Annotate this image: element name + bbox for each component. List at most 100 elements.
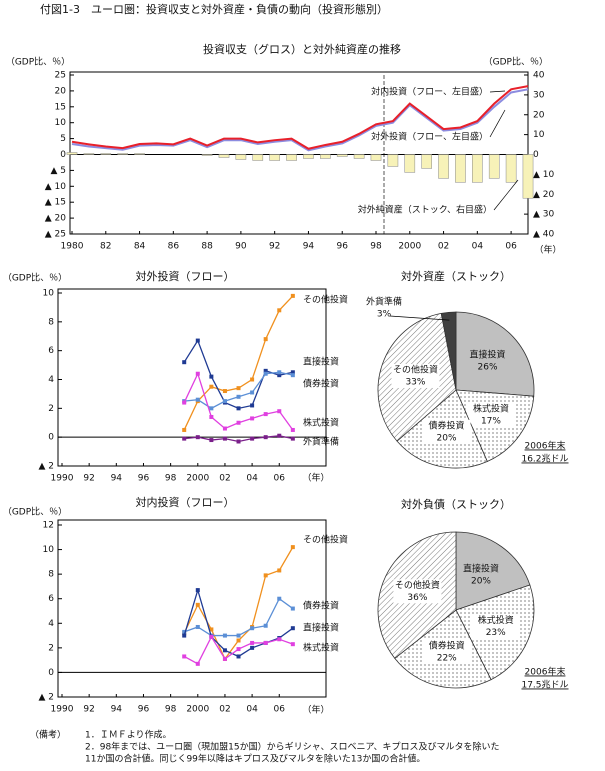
bar: [303, 154, 314, 159]
slice-value: 22%: [437, 653, 457, 663]
y-tick-label: ▲ 25: [45, 230, 66, 240]
point: [236, 394, 241, 399]
x-tick-label: 94: [111, 474, 123, 484]
x-tick-label: 2000: [186, 474, 209, 484]
annotation: 17.5兆ドル: [521, 680, 568, 691]
bar: [353, 154, 365, 159]
x-tick-label: 92: [269, 242, 280, 252]
point: [182, 427, 187, 432]
x-tick-label: 96: [138, 474, 150, 484]
bar: [404, 154, 416, 173]
series-label: 外貨準備: [303, 436, 339, 448]
y-tick-label: 20: [55, 86, 67, 96]
x-tick-label: 06: [274, 474, 286, 484]
slice-value: 20%: [471, 577, 491, 587]
bar: [235, 154, 247, 160]
note: 2．98年までは、ユーロ圏（現加盟15か国）からギリシャ、スロベニア、キプロス及…: [85, 741, 500, 753]
point: [182, 629, 187, 634]
x-tick-label: 96: [138, 705, 150, 715]
point: [209, 374, 214, 379]
point: [182, 633, 187, 638]
y2-tick-label: 30: [533, 90, 545, 100]
point: [290, 427, 295, 432]
x-tick-label: 92: [83, 474, 94, 484]
x-tick-label: 2000: [398, 242, 421, 252]
page-title: 付図1-3 ユーロ圏：投資収支と対外資産・負債の動向（投資形態別）: [40, 2, 388, 16]
point: [209, 384, 214, 389]
y-tick-label: ▲ 2: [38, 462, 54, 472]
point: [290, 545, 295, 550]
x-tick-label: 82: [100, 242, 111, 252]
label-bg: [471, 614, 520, 639]
x-tick-label: 98: [165, 705, 177, 715]
chart-title: 対外投資（フロー）: [136, 269, 235, 283]
series-label: 直接投資: [303, 356, 339, 368]
point: [182, 360, 187, 365]
point: [290, 626, 295, 631]
y-tick-label: 10: [55, 118, 67, 128]
series-label: その他投資: [303, 294, 348, 306]
slice-value: 33%: [405, 377, 425, 387]
x-tick-label: 90: [235, 242, 247, 252]
x-tick-label: 94: [111, 705, 123, 715]
point: [222, 389, 227, 394]
y-tick-label: ▲ 15: [45, 198, 66, 208]
slice-label: 債券投資: [429, 419, 465, 431]
x-tick-label: 84: [134, 242, 146, 252]
y2-tick-label: ▲ 40: [533, 230, 555, 240]
slice-label: 直接投資: [470, 348, 506, 360]
bar: [286, 154, 297, 161]
y-tick-label: ▲ 5: [50, 166, 66, 176]
bar: [320, 154, 331, 159]
series-line: [183, 587, 294, 658]
x-tick-label: 02: [438, 242, 449, 252]
y-axis-label: （GDP比、％）: [3, 272, 67, 284]
bar: [269, 154, 280, 161]
slice-label: その他投資: [395, 579, 440, 591]
slice-label: 株式投資: [478, 614, 514, 626]
point: [263, 368, 268, 373]
point: [290, 606, 295, 611]
x-tick-label: 04: [472, 242, 484, 252]
point: [182, 654, 187, 659]
label-bg: [422, 639, 471, 664]
y-tick-label: 4: [48, 619, 54, 629]
note: 1．ＩＭＦより作成。: [85, 729, 172, 741]
series-label: 対内投資（フロー、左目盛）: [371, 86, 488, 98]
y2-tick-label: 40: [533, 71, 545, 81]
point: [277, 637, 282, 642]
annotation: 16.2兆ドル: [521, 454, 568, 465]
slice-value: 3%: [377, 310, 392, 320]
bar: [387, 154, 399, 167]
point: [250, 403, 255, 408]
x-tick-label: 98: [165, 474, 177, 484]
y-tick-label: 0: [48, 668, 54, 678]
plot-frame: [57, 288, 327, 467]
point: [290, 642, 295, 647]
y-tick-label: 6: [48, 594, 54, 604]
series-label: 対外純資産（ストック、右目盛）: [358, 204, 492, 216]
y2-axis-label: （GDP比、％）: [484, 56, 548, 68]
slice-label: 外貨準備: [366, 296, 402, 308]
point: [182, 400, 187, 405]
x-tick-label: 2000: [186, 705, 209, 715]
point: [277, 373, 282, 378]
y-tick-label: ▲ 10: [45, 182, 67, 192]
label-bg: [422, 419, 471, 444]
point: [236, 647, 241, 652]
chart-title: 対外負債（ストック）: [401, 497, 511, 511]
point: [222, 633, 227, 638]
bar: [117, 153, 128, 155]
point: [277, 409, 282, 414]
y-axis-label: （GDP比、％）: [6, 56, 70, 68]
point: [222, 656, 227, 661]
x-tick-label: 02: [219, 474, 230, 484]
y-tick-label: 8: [48, 570, 54, 580]
point: [250, 626, 255, 631]
chart-title: 投資収支（グロス）と対外純資産の推移: [203, 42, 401, 56]
series-label: その他投資: [303, 534, 348, 546]
point: [250, 436, 255, 441]
y2-tick-label: ▲ 10: [533, 170, 555, 180]
y2-tick-label: 0: [533, 150, 539, 160]
point: [263, 640, 268, 645]
